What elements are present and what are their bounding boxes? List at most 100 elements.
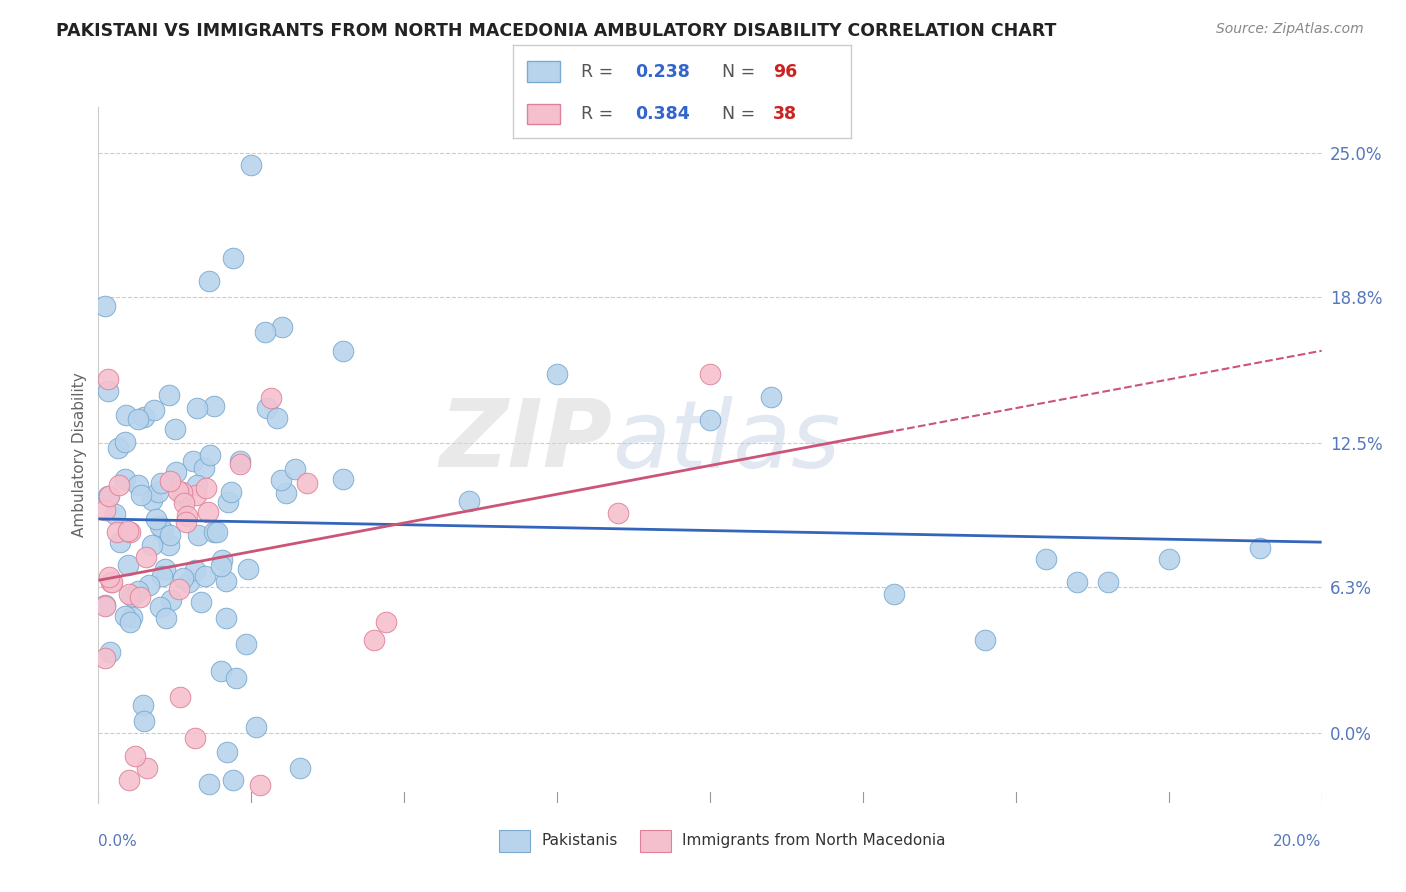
Point (98, 570, 121, 584)
Point (253, 325, 276, 339)
Point (93, 650, 115, 665)
Point (108, 477, 131, 491)
Point (197, 274, 219, 288)
Point (176, 509, 198, 524)
Point (883, 587, 905, 601)
Point (114, 435, 136, 450)
Point (229, 457, 252, 471)
Point (117, 524, 139, 538)
Point (142, 402, 165, 417)
Point (215, 574, 238, 589)
Point (270, 320, 292, 334)
Point (136, 761, 159, 775)
Point (174, 516, 197, 530)
Text: R =: R = (581, 105, 619, 123)
Point (184, 563, 207, 577)
Point (118, 615, 141, 630)
Point (186, 477, 208, 491)
Point (195, 481, 218, 495)
Point (150, 476, 173, 491)
Text: R =: R = (581, 62, 619, 81)
Point (173, 496, 195, 510)
Point (240, 158, 263, 172)
Point (607, 506, 630, 520)
Point (458, 493, 481, 508)
Point (134, 714, 156, 729)
Point (236, 562, 259, 576)
Point (245, 719, 267, 733)
Point (974, 633, 997, 648)
Point (134, 409, 156, 424)
Point (120, 524, 142, 539)
Point (135, 549, 157, 564)
Point (93, 503, 115, 517)
Point (211, 553, 233, 567)
Point (699, 413, 721, 427)
Point (284, 462, 307, 476)
Point (198, 448, 221, 462)
Point (197, 777, 219, 791)
Point (209, 665, 232, 679)
Point (190, 595, 212, 609)
Point (105, 524, 128, 539)
Point (699, 367, 721, 381)
Point (121, 589, 143, 603)
Point (97, 372, 120, 386)
Text: atlas: atlas (612, 395, 841, 486)
Text: PAKISTANI VS IMMIGRANTS FROM NORTH MACEDONIA AMBULATORY DISABILITY CORRELATION C: PAKISTANI VS IMMIGRANTS FROM NORTH MACED… (56, 22, 1057, 40)
Point (132, 698, 155, 712)
Point (187, 528, 209, 542)
Point (97, 384, 120, 398)
Point (149, 600, 172, 615)
Text: 0.384: 0.384 (634, 105, 689, 123)
Text: 96: 96 (773, 62, 797, 81)
Point (114, 472, 136, 486)
Point (141, 538, 163, 552)
Point (98, 644, 121, 658)
Point (138, 578, 160, 592)
Point (108, 535, 131, 549)
Point (274, 485, 297, 500)
Point (235, 637, 257, 651)
Point (166, 465, 188, 479)
Point (177, 574, 200, 589)
Point (172, 484, 194, 499)
Point (160, 592, 183, 607)
Point (124, 749, 146, 764)
Point (193, 461, 215, 475)
Point (1157, 552, 1180, 566)
Point (159, 474, 181, 488)
Point (114, 408, 136, 422)
Point (118, 772, 141, 787)
Text: Source: ZipAtlas.com: Source: ZipAtlas.com (1216, 22, 1364, 37)
Point (215, 745, 238, 759)
Point (363, 633, 385, 648)
Point (184, 488, 207, 502)
Point (546, 367, 568, 381)
Point (266, 411, 288, 425)
Point (167, 484, 190, 499)
Point (155, 562, 177, 576)
Point (172, 489, 194, 503)
Point (759, 390, 782, 404)
Point (202, 524, 225, 539)
Point (129, 488, 152, 502)
Point (202, 399, 225, 413)
Point (194, 569, 217, 583)
Point (186, 401, 208, 416)
Point (249, 778, 271, 792)
Point (169, 690, 191, 705)
Point (97, 489, 120, 503)
Point (256, 401, 278, 415)
Point (114, 608, 136, 623)
Point (1066, 575, 1088, 590)
Point (375, 615, 398, 629)
Text: ZIP: ZIP (439, 395, 612, 487)
Point (150, 569, 173, 583)
Point (159, 528, 181, 542)
Point (93, 599, 115, 613)
Point (121, 609, 143, 624)
Point (221, 485, 243, 500)
Text: N =: N = (723, 105, 761, 123)
Point (270, 473, 292, 487)
